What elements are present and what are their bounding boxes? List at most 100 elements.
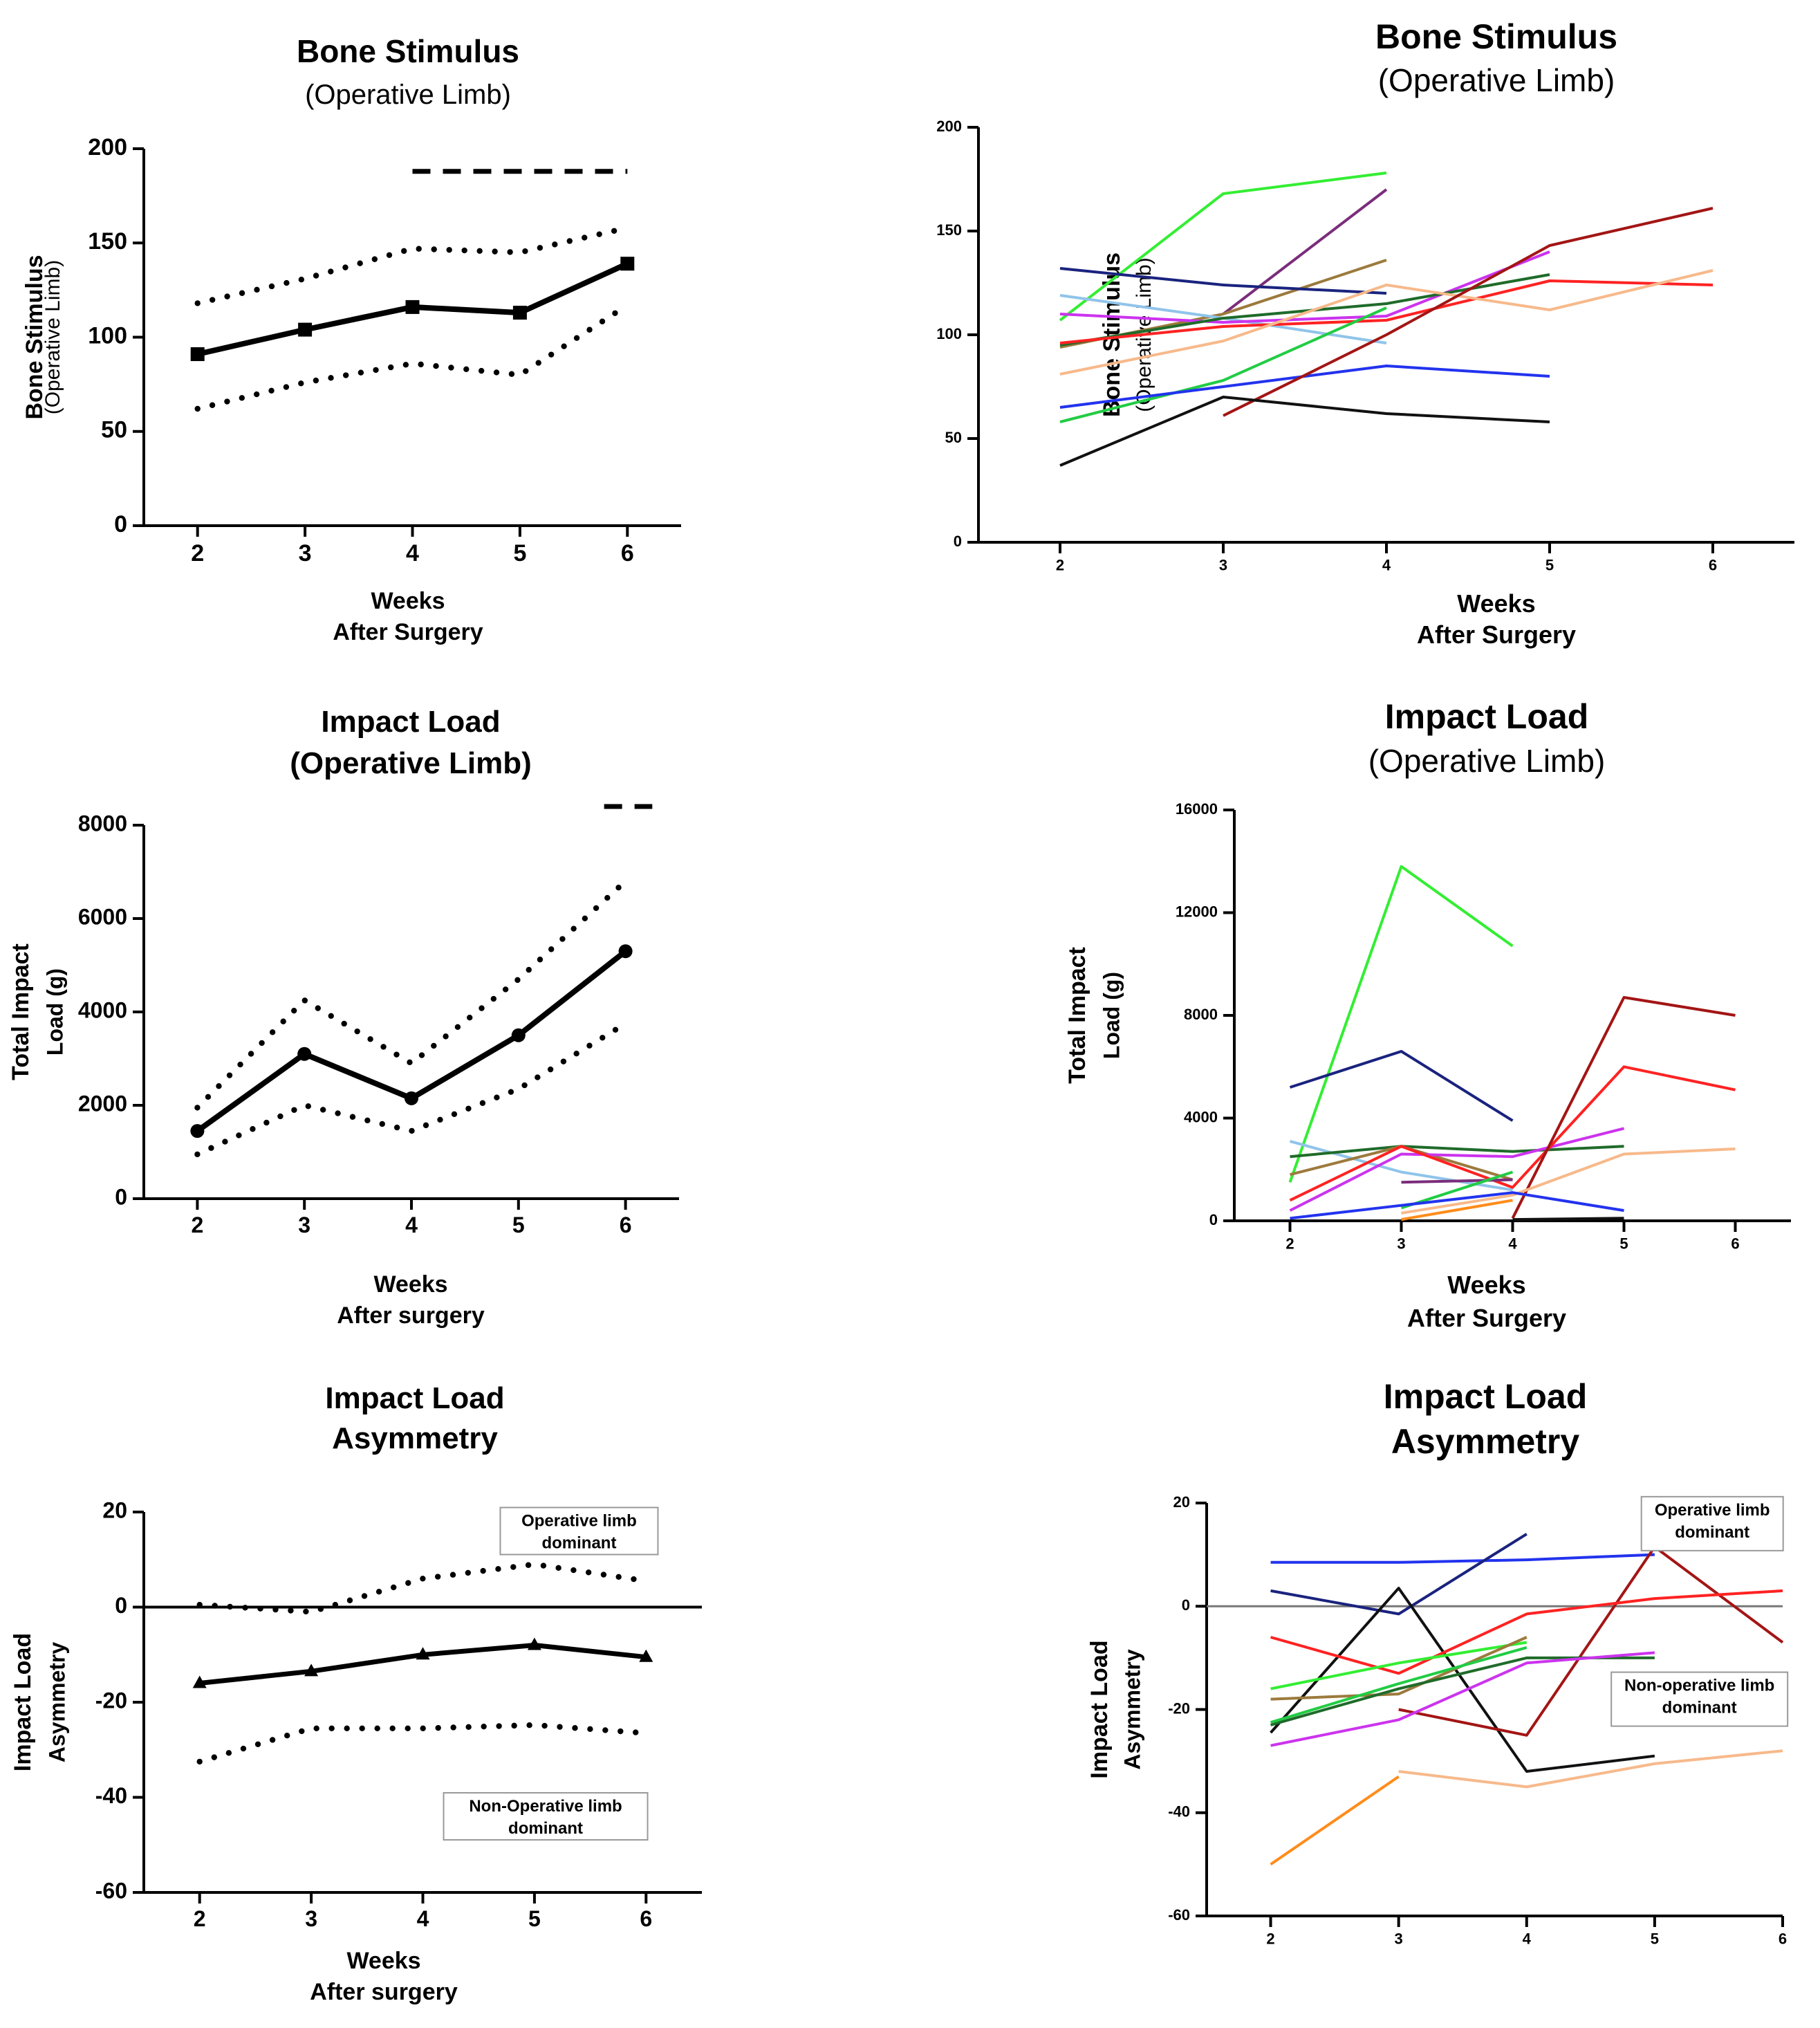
y-tick-label: 4000 <box>78 997 127 1022</box>
series-line-magenta <box>1059 250 1550 324</box>
data-point-marker <box>620 257 635 271</box>
data-point-marker <box>304 1663 319 1677</box>
x-tick-label: 2 <box>192 1213 204 1237</box>
y-tick-label: -60 <box>95 1878 127 1903</box>
x-tick-label: 5 <box>1651 1930 1659 1948</box>
y-tick-label: 50 <box>101 417 127 443</box>
x-tick-label: 3 <box>299 540 312 566</box>
x-tick-label: 2 <box>191 540 204 566</box>
x-tick-label: 3 <box>1397 1235 1405 1253</box>
y-axis-label: Impact Load <box>10 1633 36 1771</box>
series-line-black <box>1512 1217 1624 1222</box>
data-point-marker <box>190 347 205 362</box>
series-line-black <box>1059 396 1550 467</box>
annotation-text: Non-operative limb <box>1624 1677 1774 1695</box>
x-tick-label: 3 <box>305 1906 317 1931</box>
data-point-marker <box>405 299 420 314</box>
data-point-marker <box>618 944 633 959</box>
series-ci-line <box>194 225 631 306</box>
x-tick-label: 3 <box>298 1213 310 1237</box>
x-axis-label-2: After surgery <box>310 1979 458 2005</box>
chart-subtitle: (Operative Limb) <box>1368 743 1606 779</box>
series-line-dark-green <box>1290 1145 1624 1159</box>
series-ci-line <box>196 1561 649 1615</box>
annotation-text: dominant <box>1675 1523 1749 1542</box>
data-point-marker <box>192 1675 207 1688</box>
data-point-marker <box>297 1047 312 1061</box>
series-ci-line <box>194 302 631 412</box>
x-tick-label: 6 <box>640 1906 652 1931</box>
y-tick-label: 16000 <box>1176 800 1218 818</box>
y-tick-label: 0 <box>954 533 962 550</box>
x-tick-label: 2 <box>1285 1235 1294 1253</box>
x-tick-label: 3 <box>1219 557 1227 574</box>
y-tick-label: -20 <box>95 1688 127 1713</box>
y-tick-label: 100 <box>88 322 127 349</box>
y-axis-sublabel: Asymmetry <box>44 1642 69 1763</box>
x-tick-label: 6 <box>1779 1930 1787 1948</box>
y-tick-label: 0 <box>115 1593 127 1618</box>
y-tick-label: 8000 <box>78 811 127 836</box>
x-tick-label: 3 <box>1395 1930 1403 1948</box>
x-tick-label: 4 <box>406 540 419 566</box>
series-line-dark-red <box>1511 996 1736 1219</box>
chart-subtitle: Asymmetry <box>1391 1422 1580 1461</box>
chart-subtitle: Asymmetry <box>332 1421 498 1455</box>
chart-subtitle: (Operative Limb) <box>305 80 511 110</box>
x-tick-label: 6 <box>620 1213 632 1237</box>
y-tick-label: 6000 <box>78 904 127 929</box>
chart-1-group: Bone Stimulus(Operative Limb)Bone Stimul… <box>936 17 1794 649</box>
annotation-text: dominant <box>541 1534 616 1553</box>
x-tick-label: 2 <box>1266 1930 1274 1948</box>
chart-svg: Impact Load (Operative Limb) Total Impact L… <box>1064 697 1791 1332</box>
y-tick-label: -40 <box>95 1783 127 1808</box>
series-ci-line <box>194 1020 629 1158</box>
data-point-marker <box>416 1647 430 1660</box>
chart-impact-asymmetry-mean: Impact Load Asymmetry Impact Load Asymmetry… <box>0 1353 910 2028</box>
y-tick-label: 0 <box>114 511 127 537</box>
x-tick-label: 6 <box>1731 1235 1739 1253</box>
y-tick-label: 20 <box>1173 1493 1190 1511</box>
series-line-peach <box>1401 1147 1736 1215</box>
y-axis-label: Bone Stimulus <box>21 255 48 419</box>
y-tick-label: -40 <box>1168 1803 1190 1820</box>
series-line-light-green <box>1288 865 1514 1183</box>
x-tick-label: 5 <box>1619 1235 1628 1253</box>
series-line-blue <box>1270 1553 1655 1564</box>
x-axis-label: Weeks <box>1457 589 1535 618</box>
series-line-magenta <box>1270 1651 1655 1747</box>
chart-5-group: Impact Load Asymmetry Impact Load Asymmetry… <box>1086 1377 1789 1948</box>
chart-bone-stimulus-individual: Bone Stimulus (Operative Limb) Bone Stimul… <box>910 0 1820 676</box>
series-line-purple <box>1401 1178 1513 1184</box>
series-line-light-green <box>1270 1641 1528 1690</box>
chart-subtitle: (Operative Limb) <box>1378 62 1615 98</box>
data-point-marker <box>405 1091 418 1105</box>
x-tick-label: 6 <box>621 540 634 566</box>
series-line-blue <box>1290 1191 1624 1220</box>
x-tick-label: 4 <box>1508 1235 1517 1253</box>
x-tick-label: 2 <box>1056 557 1064 574</box>
y-tick-label: 150 <box>936 221 962 239</box>
y-tick-label: -60 <box>1168 1906 1190 1924</box>
chart-title: Bone Stimulus <box>1375 17 1617 56</box>
y-tick-label: 0 <box>1209 1211 1218 1228</box>
data-point-marker <box>512 306 527 320</box>
series-line-black <box>1270 1587 1655 1773</box>
series-line-navy <box>1270 1533 1528 1616</box>
chart-svg: Bone Stimulus(Operative Limb)Bone Stimul… <box>21 33 681 645</box>
x-tick-label: 4 <box>1382 557 1391 574</box>
y-axis-sublabel: Load (g) <box>1099 972 1124 1059</box>
x-tick-label: 5 <box>512 1213 525 1237</box>
data-point-marker <box>639 1649 653 1662</box>
annotation-text: Non-Operative limb <box>469 1797 622 1816</box>
chart-impact-asymmetry-individual: Impact Load Asymmetry Impact Load Asymmetry… <box>910 1353 1820 2028</box>
y-tick-label: 12000 <box>1176 903 1218 920</box>
data-point-marker <box>511 1028 526 1042</box>
x-tick-label: 4 <box>417 1906 429 1931</box>
y-tick-label: 20 <box>102 1497 127 1522</box>
series-line-orange <box>1401 1199 1513 1222</box>
x-tick-label: 5 <box>513 540 526 566</box>
x-tick-label: 4 <box>405 1213 418 1237</box>
series-line-red <box>1270 1589 1783 1675</box>
series-line-dark-red <box>1223 207 1714 417</box>
